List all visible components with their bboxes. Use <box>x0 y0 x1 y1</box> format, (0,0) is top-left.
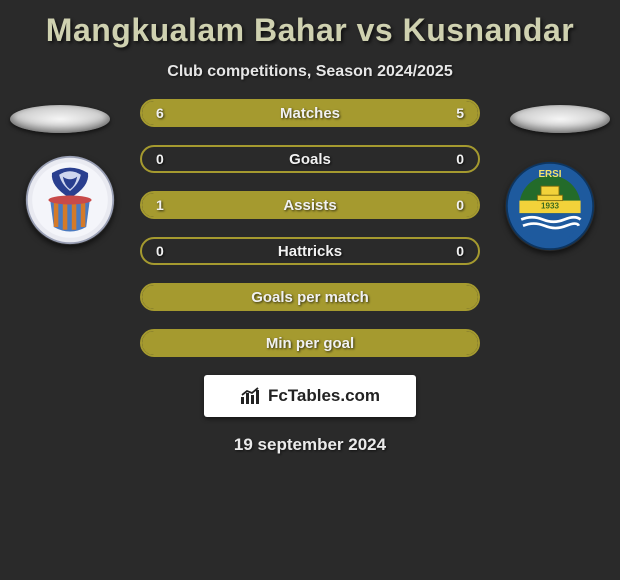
stat-left-value: 0 <box>156 151 164 167</box>
club-crest-right: ERSI 1933 <box>505 161 595 251</box>
stat-label: Matches <box>280 105 340 122</box>
player-photo-placeholder-left <box>10 105 110 133</box>
player-photo-placeholder-right <box>510 105 610 133</box>
stat-row: 0 0 Goals <box>140 145 480 173</box>
crest-right-year: 1933 <box>541 202 559 211</box>
stat-left-value: 6 <box>156 105 164 121</box>
stat-right-value: 0 <box>456 151 464 167</box>
comparison-panel: ERSI 1933 6 5 Matches 0 0 Goals 1 0 Assists 0 0 Hat… <box>0 99 620 357</box>
branding-text: FcTables.com <box>268 386 380 406</box>
branding-badge: FcTables.com <box>204 375 416 417</box>
stat-right-value: 0 <box>456 197 464 213</box>
chart-icon <box>240 387 262 405</box>
stat-left-value: 0 <box>156 243 164 259</box>
stat-row: 0 0 Hattricks <box>140 237 480 265</box>
crest-right-text: ERSI <box>538 169 561 180</box>
stat-row: 6 5 Matches <box>140 99 480 127</box>
stat-right-value: 5 <box>456 105 464 121</box>
stat-row: Goals per match <box>140 283 480 311</box>
subtitle: Club competitions, Season 2024/2025 <box>0 63 620 81</box>
stat-right-value: 0 <box>456 243 464 259</box>
club-crest-left <box>25 155 115 245</box>
stat-label: Hattricks <box>278 243 342 260</box>
stat-label: Goals <box>289 151 331 168</box>
stat-label: Assists <box>283 197 336 214</box>
stat-row: Min per goal <box>140 329 480 357</box>
date-text: 19 september 2024 <box>0 435 620 455</box>
stat-label: Min per goal <box>266 335 354 352</box>
stat-row: 1 0 Assists <box>140 191 480 219</box>
page-title: Mangkualam Bahar vs Kusnandar <box>0 0 620 49</box>
stat-label: Goals per match <box>251 289 369 306</box>
stat-left-value: 1 <box>156 197 164 213</box>
